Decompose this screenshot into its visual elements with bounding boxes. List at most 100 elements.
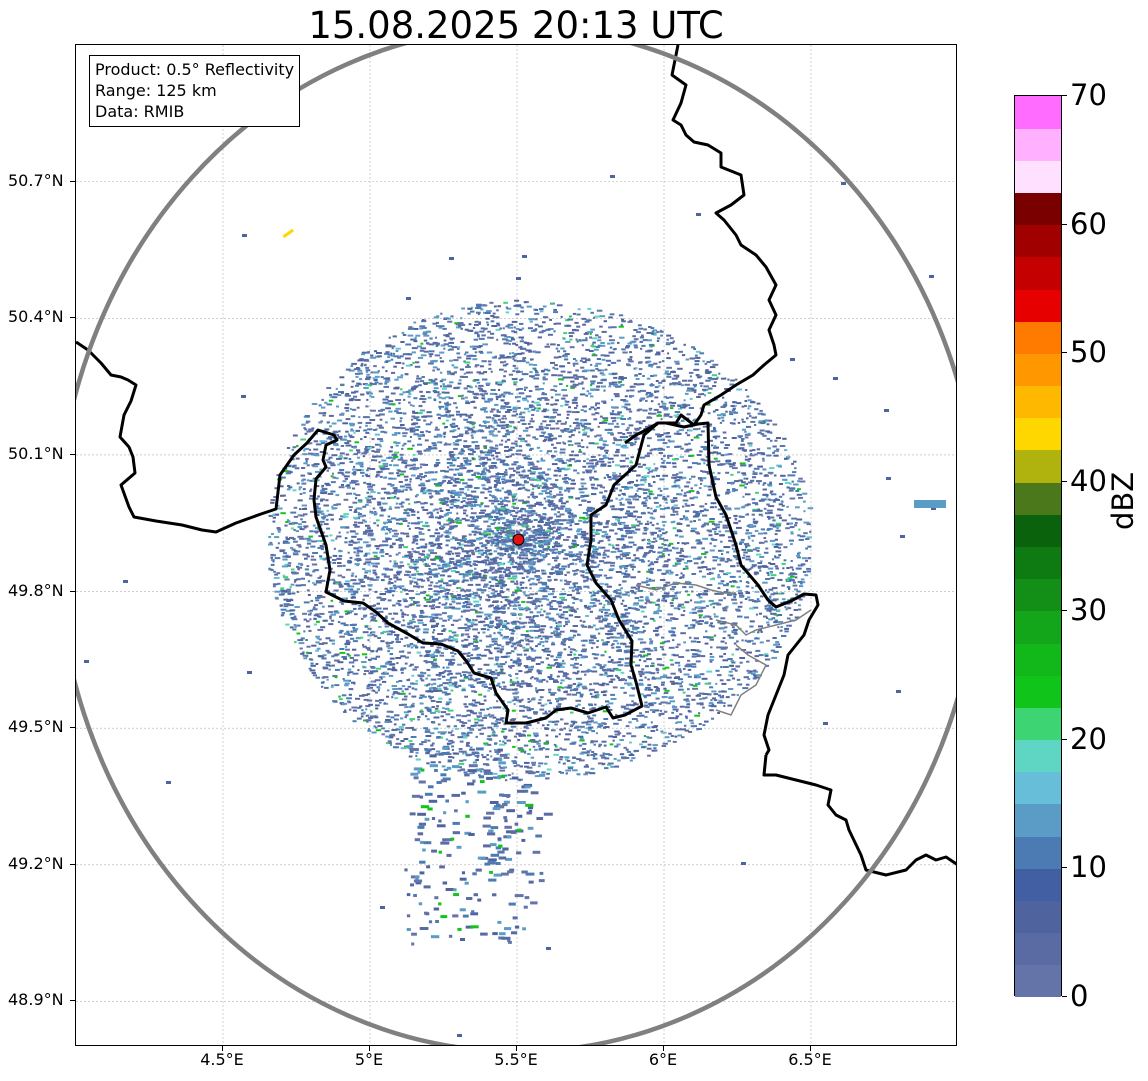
echo-pixel — [431, 662, 438, 665]
echo-pixel — [549, 503, 556, 506]
echo-pixel — [628, 634, 634, 637]
echo-pixel — [646, 736, 650, 738]
echo-pixel — [720, 416, 725, 419]
echo-pixel — [529, 375, 535, 378]
echo-pixel — [549, 588, 555, 590]
echo-pixel — [720, 666, 723, 668]
echo-pixel — [589, 578, 592, 581]
echo-pixel — [395, 641, 401, 643]
echo-pixel — [554, 450, 558, 453]
echo-pixel — [324, 482, 330, 485]
echo-pixel — [572, 312, 577, 315]
echo-pixel — [626, 510, 630, 513]
echo-pixel — [309, 618, 312, 621]
echo-pixel — [747, 481, 753, 484]
echo-pixel — [647, 424, 653, 427]
echo-pixel — [340, 445, 345, 447]
echo-pixel — [527, 766, 533, 769]
echo-pixel — [428, 695, 431, 698]
echo-pixel — [731, 653, 735, 656]
echo-pixel — [345, 444, 352, 447]
echo-pixel — [398, 726, 404, 728]
echo-pixel — [723, 630, 727, 633]
echo-pixel — [414, 495, 418, 498]
echo-pixel — [553, 385, 558, 388]
echo-pixel — [375, 655, 381, 658]
echo-pixel — [487, 625, 493, 628]
echo-pixel — [625, 757, 630, 759]
echo-pixel — [482, 574, 486, 577]
echo-pixel — [647, 649, 654, 652]
echo-pixel — [631, 470, 637, 472]
radar-map[interactable]: Product: 0.5° Reflectivity Range: 125 km… — [75, 44, 957, 1046]
echo-pixel — [422, 463, 428, 466]
echo-pixel — [510, 563, 514, 566]
echo-pixel — [589, 610, 593, 613]
echo-pixel — [425, 430, 429, 433]
echo-pixel — [480, 553, 484, 556]
echo-pixel — [408, 555, 413, 558]
echo-pixel — [342, 597, 346, 600]
echo-pixel — [367, 467, 371, 470]
echo-pixel — [465, 431, 467, 434]
echo-pixel — [784, 630, 789, 633]
echo-pixel — [635, 528, 641, 531]
echo-pixel — [641, 501, 646, 504]
echo-pixel — [390, 733, 395, 736]
echo-pixel — [655, 380, 659, 382]
echo-pixel — [326, 527, 331, 530]
echo-pixel — [385, 351, 390, 354]
echo-pixel — [565, 623, 568, 626]
echo-pixel — [484, 400, 491, 403]
echo-pixel — [270, 499, 275, 502]
echo-pixel — [615, 646, 621, 649]
echo-pixel — [518, 554, 523, 557]
echo-pixel — [443, 569, 449, 572]
echo-pixel — [379, 440, 384, 443]
echo-pixel — [538, 598, 543, 601]
echo-pixel — [612, 348, 616, 351]
echo-pixel — [548, 501, 554, 504]
echo-pixel — [775, 524, 781, 527]
echo-pixel — [515, 327, 520, 330]
echo-pixel — [726, 679, 731, 682]
echo-pixel — [721, 549, 724, 552]
echo-pixel — [545, 755, 549, 758]
echo-pixel — [772, 451, 775, 454]
echo-pixel — [432, 322, 437, 325]
echo-pixel — [639, 743, 643, 746]
echo-pixel — [544, 703, 548, 706]
echo-pixel — [348, 434, 353, 437]
echo-pixel — [652, 744, 658, 747]
echo-pixel — [709, 378, 714, 381]
echo-pixel — [345, 368, 351, 371]
echo-pixel — [515, 677, 519, 680]
echo-pixel — [592, 548, 599, 551]
echo-pixel — [481, 484, 486, 487]
echo-pixel — [608, 428, 613, 431]
echo-pixel — [736, 388, 742, 391]
echo-pixel — [448, 635, 452, 638]
echo-pixel — [601, 722, 606, 725]
echo-pixel — [643, 529, 648, 532]
echo-pixel — [420, 476, 426, 479]
echo-pixel — [535, 606, 538, 609]
echo-pixel — [528, 534, 534, 537]
echo-pixel — [439, 574, 446, 577]
echo-pixel — [542, 440, 546, 442]
echo-pixel — [528, 318, 534, 321]
echo-pixel — [532, 538, 538, 541]
echo-pixel — [419, 325, 426, 328]
echo-pixel — [379, 445, 382, 448]
echo-pixel — [300, 438, 306, 441]
echo-pixel — [628, 530, 635, 533]
echo-pixel — [671, 627, 676, 630]
echo-pixel — [684, 383, 690, 386]
echo-pixel — [384, 361, 387, 364]
echo-pixel — [391, 492, 396, 495]
echo-pixel — [549, 626, 553, 629]
echo-pixel — [681, 606, 686, 609]
echo-pixel — [670, 407, 674, 410]
echo-pixel — [631, 591, 637, 594]
echo-pixel — [504, 473, 508, 476]
